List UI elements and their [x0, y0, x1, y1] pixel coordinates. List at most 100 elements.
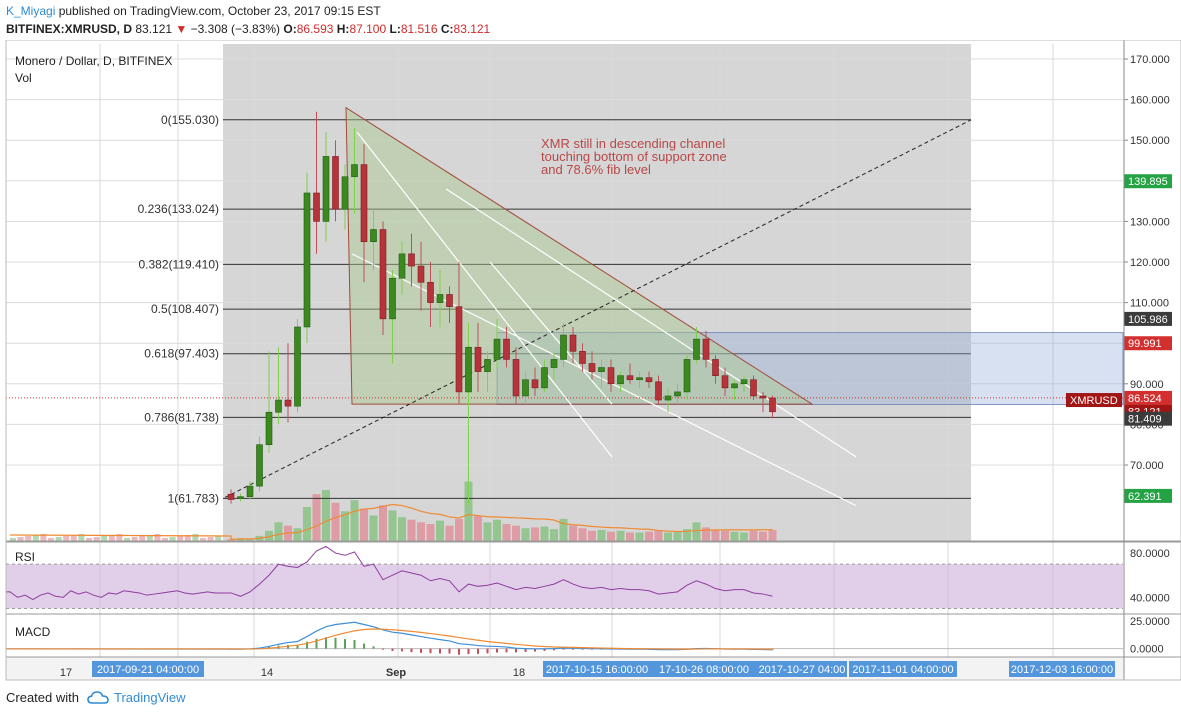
- candle[interactable]: [664, 395, 672, 401]
- macd-histogram-bar: [505, 648, 508, 653]
- candle[interactable]: [579, 351, 586, 364]
- candle[interactable]: [322, 156, 330, 222]
- price-badge-label: 86.524: [1128, 393, 1162, 405]
- candle[interactable]: [712, 359, 719, 376]
- price-badge-label: 81.409: [1128, 414, 1162, 426]
- volume-bar: [645, 531, 653, 541]
- candle[interactable]: [246, 485, 254, 497]
- macd-tick-label: 25.0000: [1130, 616, 1170, 628]
- candle[interactable]: [484, 359, 491, 372]
- macd-histogram-bar: [315, 638, 318, 649]
- candle[interactable]: [332, 156, 339, 210]
- candle[interactable]: [607, 367, 615, 385]
- chart-canvas[interactable]: 170.000160.000150.000140.000130.000120.0…: [0, 40, 1181, 682]
- candle[interactable]: [683, 359, 691, 393]
- candle[interactable]: [541, 367, 548, 389]
- price-badge: [1124, 488, 1172, 503]
- candle[interactable]: [522, 379, 529, 397]
- candle[interactable]: [550, 359, 558, 368]
- price-change: −3.308 (−3.83%): [190, 22, 281, 36]
- macd-histogram-bar: [410, 648, 413, 653]
- volume-bar: [200, 538, 206, 541]
- volume-bar: [730, 531, 739, 541]
- candle[interactable]: [465, 346, 472, 393]
- candle[interactable]: [237, 496, 244, 499]
- macd-histogram-bar: [486, 648, 489, 654]
- chart-title: Monero / Dollar, D, BITFINEX: [15, 54, 172, 68]
- volume-bar: [236, 538, 245, 541]
- x-tick-label: 14: [261, 667, 273, 679]
- candle[interactable]: [740, 379, 748, 385]
- time-badge: [849, 661, 957, 677]
- volume-bar: [350, 500, 359, 541]
- candle[interactable]: [531, 379, 539, 389]
- candle[interactable]: [427, 282, 434, 303]
- time-badge-label: 2017-10-15 16:00:00: [546, 664, 648, 676]
- candle[interactable]: [370, 229, 377, 243]
- volume-bar: [78, 534, 85, 541]
- time-badge-label: 2017-10-27 04:00: [759, 664, 846, 676]
- candle[interactable]: [294, 326, 301, 407]
- price-badge-label: 99.991: [1128, 338, 1162, 350]
- volume-bar: [445, 525, 454, 541]
- candle[interactable]: [503, 338, 510, 360]
- candle[interactable]: [455, 306, 463, 393]
- volume-bar: [331, 502, 340, 541]
- candle[interactable]: [750, 379, 757, 397]
- candle[interactable]: [379, 229, 387, 320]
- candle[interactable]: [275, 399, 282, 413]
- candle[interactable]: [617, 375, 624, 385]
- volume-bar: [25, 536, 32, 541]
- candle[interactable]: [493, 338, 501, 360]
- candle[interactable]: [265, 411, 273, 446]
- candle[interactable]: [227, 493, 235, 500]
- candle[interactable]: [569, 334, 577, 352]
- candle[interactable]: [389, 277, 396, 320]
- candle[interactable]: [303, 192, 311, 328]
- last-price: 83.121: [135, 22, 173, 36]
- candle[interactable]: [702, 338, 710, 360]
- candle[interactable]: [731, 383, 738, 389]
- candle[interactable]: [351, 164, 358, 178]
- candle[interactable]: [474, 346, 482, 372]
- volume-bar: [616, 530, 625, 541]
- candle[interactable]: [598, 367, 605, 372]
- macd-histogram-bar: [296, 644, 299, 649]
- publish-line: K_Miyagi published on TradingView.com, O…: [6, 4, 381, 18]
- candle[interactable]: [759, 395, 767, 399]
- rsi-band: [6, 564, 1123, 609]
- candle[interactable]: [693, 338, 700, 360]
- candle[interactable]: [769, 397, 776, 413]
- candle[interactable]: [313, 192, 320, 222]
- volume-bar: [683, 529, 691, 541]
- candle[interactable]: [436, 294, 444, 303]
- candle[interactable]: [588, 363, 596, 372]
- candle[interactable]: [560, 334, 567, 360]
- candle[interactable]: [655, 381, 662, 401]
- candle[interactable]: [256, 444, 263, 487]
- volume-bar: [388, 510, 397, 541]
- author-link[interactable]: K_Miyagi: [6, 4, 56, 18]
- macd-histogram-bar: [372, 646, 375, 649]
- candle[interactable]: [626, 375, 634, 381]
- price-badge: [1124, 174, 1172, 189]
- macd-histogram-bar: [363, 643, 365, 649]
- candle[interactable]: [360, 164, 368, 242]
- volume-bar: [768, 529, 777, 541]
- candle[interactable]: [398, 253, 406, 279]
- volume-bar: [274, 522, 283, 541]
- candle[interactable]: [674, 391, 681, 397]
- candle[interactable]: [721, 375, 729, 389]
- candle[interactable]: [645, 377, 653, 383]
- volume-bar: [139, 536, 146, 541]
- volume-bar: [124, 538, 130, 541]
- candle[interactable]: [636, 377, 643, 381]
- candle[interactable]: [512, 359, 520, 397]
- tradingview-brand[interactable]: TradingView: [87, 690, 186, 705]
- candle[interactable]: [417, 265, 425, 283]
- candle[interactable]: [284, 399, 292, 407]
- candle[interactable]: [408, 253, 415, 267]
- candle[interactable]: [446, 294, 453, 307]
- macd-pane[interactable]: [6, 615, 1123, 657]
- candle[interactable]: [341, 176, 349, 210]
